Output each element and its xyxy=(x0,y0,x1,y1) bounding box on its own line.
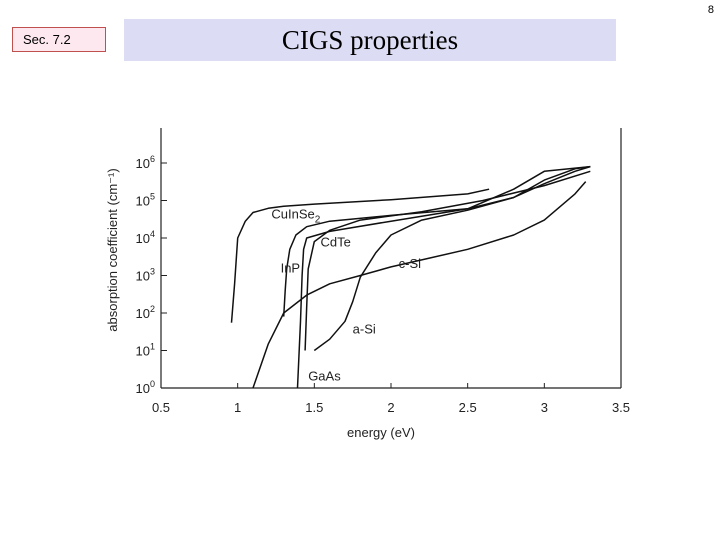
curve-label-a-si: a-Si xyxy=(353,322,376,337)
series-line-a-si xyxy=(313,165,591,352)
y-tick-label: 105 xyxy=(136,192,155,209)
series-line-c-si xyxy=(252,181,587,389)
x-tick-label: 1.5 xyxy=(305,400,323,415)
y-tick-label: 102 xyxy=(136,304,155,321)
x-tick-label: 2.5 xyxy=(459,400,477,415)
y-tick-label: 104 xyxy=(136,229,155,246)
series-lines xyxy=(230,165,591,389)
page-title: CIGS properties xyxy=(281,24,459,55)
x-tick-label: 0.5 xyxy=(152,400,170,415)
y-tick-label: 106 xyxy=(136,154,155,171)
page-number: 8 xyxy=(707,4,714,16)
x-tick-label: 2 xyxy=(387,400,394,415)
curve-label-inp: InP xyxy=(281,261,301,276)
section-tag: Sec. 7.2 xyxy=(12,27,106,52)
curve-label-gaas: GaAs xyxy=(308,368,341,383)
series-line-gaas xyxy=(296,165,591,389)
y-tick-label: 103 xyxy=(136,267,155,284)
y-tick-label: 100 xyxy=(136,379,155,396)
title-bar: CIGS properties xyxy=(124,19,616,61)
curve-label-c-si: c-Si xyxy=(399,256,422,271)
curve-label-cdte: CdTe xyxy=(320,234,350,249)
x-axis-title: energy (eV) xyxy=(347,425,415,440)
series-line-cuinse2 xyxy=(230,188,490,323)
curve-label-cuinse2: CuInSe2 xyxy=(271,207,320,226)
y-tick-label: 101 xyxy=(136,342,155,359)
x-tick-label: 3.5 xyxy=(612,400,630,415)
series-line-inp xyxy=(282,165,591,317)
x-tick-label: 3 xyxy=(541,400,548,415)
y-axis-title: absorption coefficient (cm⁻¹) xyxy=(105,168,120,331)
axes: 0.5 1 1.5 2 2.5 3 3.5 100 101 102 103 104 105 106 ener… xyxy=(105,128,630,440)
series-labels: CuInSe2 InP CdTe c-Si a-Si GaAs xyxy=(271,207,421,384)
x-tick-label: 1 xyxy=(234,400,241,415)
series-line-cdte xyxy=(304,170,591,351)
